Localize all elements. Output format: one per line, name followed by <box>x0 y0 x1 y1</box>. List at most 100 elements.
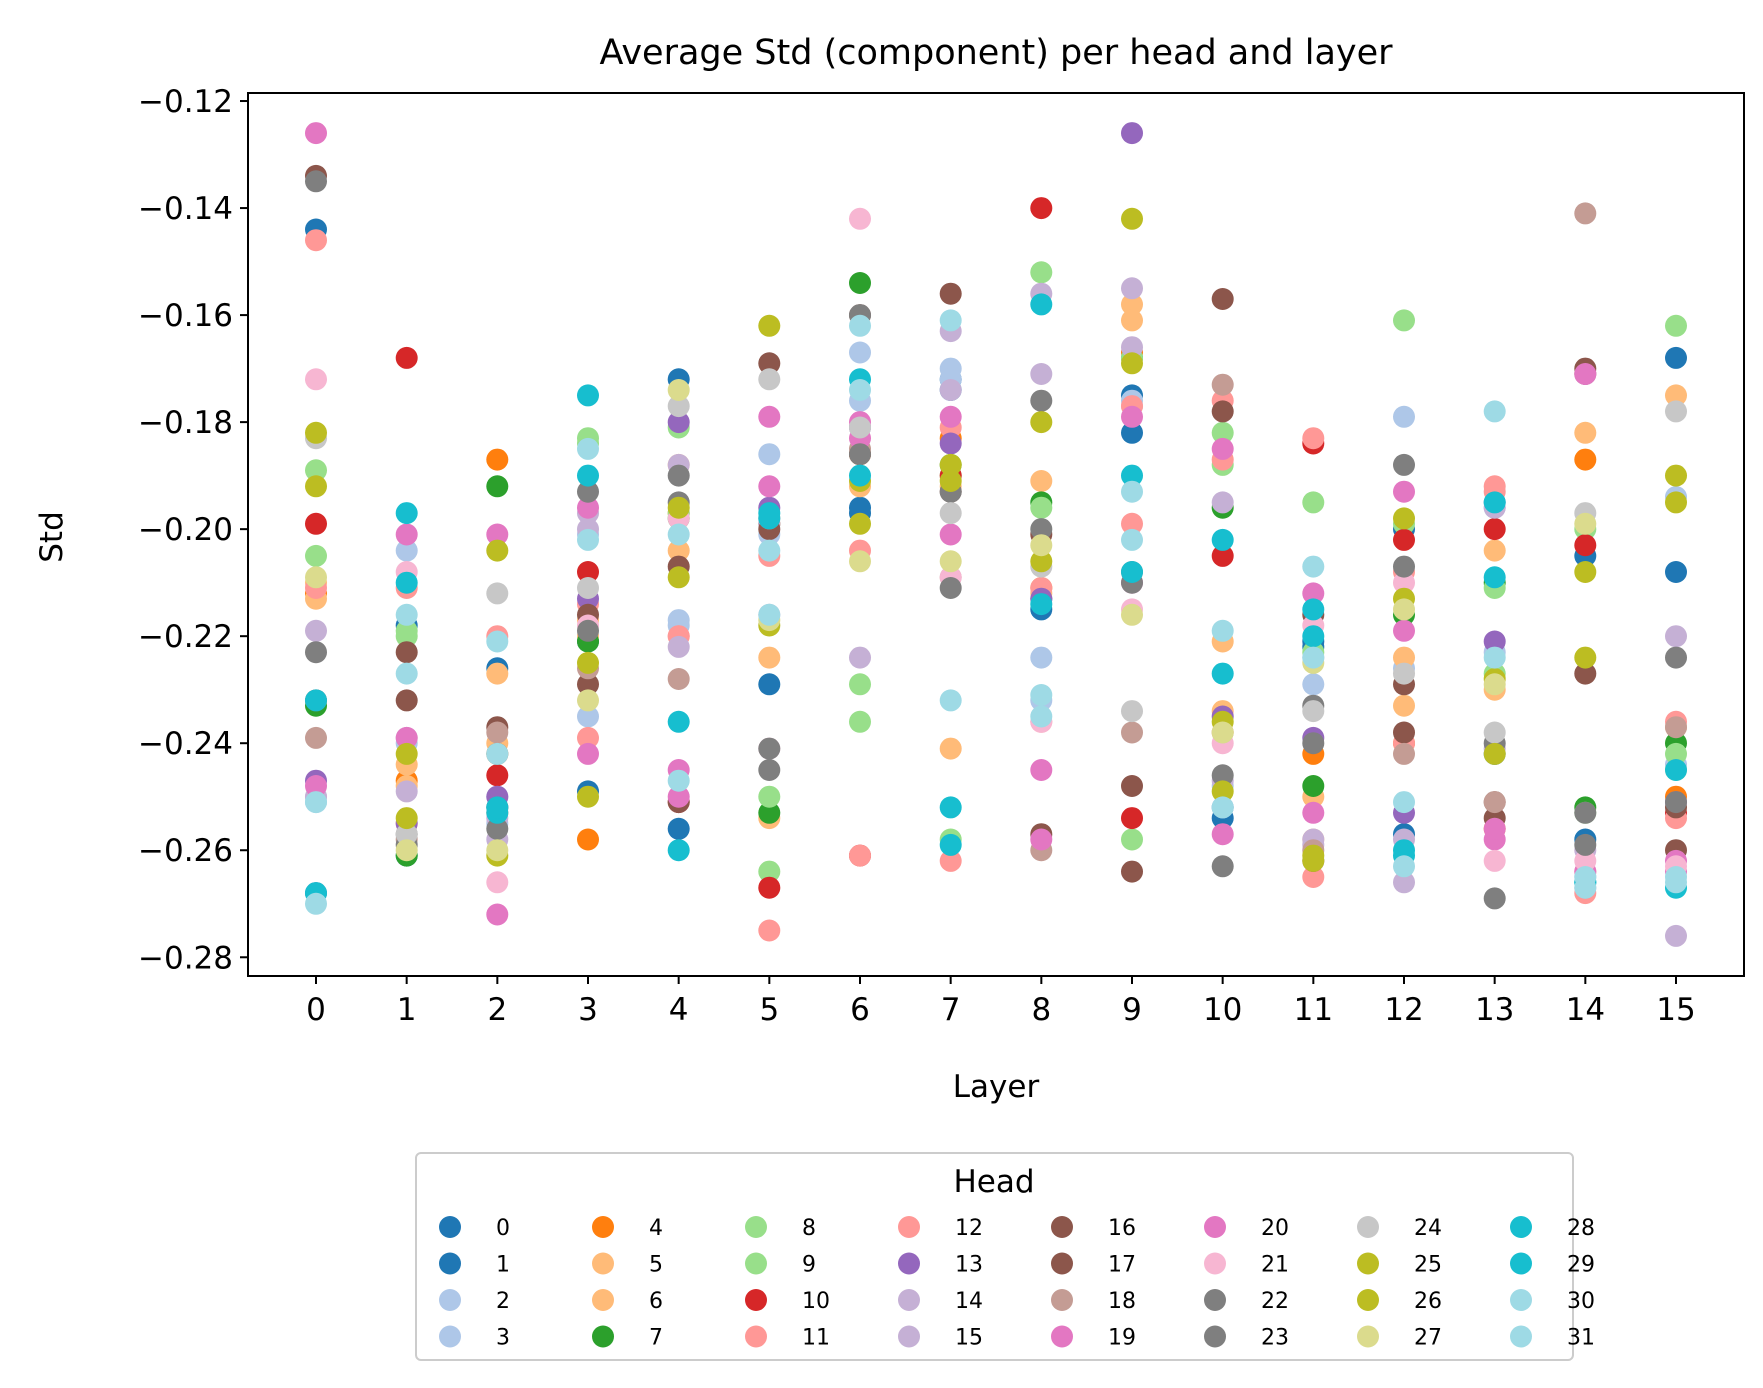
y-tick-label: −0.12 <box>138 84 233 120</box>
data-point <box>1211 662 1234 685</box>
data-point <box>939 453 962 476</box>
x-tick-label: 1 <box>397 992 417 1028</box>
data-point <box>577 651 599 674</box>
data-point <box>1483 630 1506 653</box>
data-point <box>1483 491 1506 514</box>
x-tick-label: 15 <box>1656 992 1695 1028</box>
data-point <box>577 742 599 765</box>
data-point <box>1665 716 1687 739</box>
legend-label: 0 <box>496 1216 510 1241</box>
data-point <box>1393 309 1415 332</box>
data-point <box>1211 400 1234 423</box>
data-point <box>1302 555 1325 578</box>
data-point <box>1393 571 1415 594</box>
data-point <box>305 791 327 814</box>
data-point <box>939 309 962 332</box>
y-tick-label: −0.26 <box>138 833 233 869</box>
x-tick-label: 6 <box>850 992 870 1028</box>
plot-area-frame <box>247 92 1745 977</box>
legend-marker <box>745 1289 767 1311</box>
data-point <box>1030 518 1053 541</box>
legend-marker <box>745 1252 767 1275</box>
data-point <box>1574 662 1597 685</box>
data-point <box>758 759 781 781</box>
data-point <box>486 764 509 787</box>
data-point <box>1574 561 1597 583</box>
data-point <box>486 582 509 605</box>
data-point <box>758 314 781 337</box>
legend-marker <box>1510 1252 1532 1275</box>
data-point <box>939 379 962 401</box>
data-point <box>1393 507 1415 530</box>
data-point <box>1483 791 1506 814</box>
data-point <box>395 502 418 525</box>
data-point <box>1574 421 1597 444</box>
data-point <box>1030 550 1053 573</box>
data-point <box>1393 453 1415 476</box>
legend-marker <box>592 1325 614 1348</box>
data-point <box>395 780 418 803</box>
data-points <box>305 122 1687 947</box>
data-point <box>577 828 599 851</box>
data-point <box>486 796 509 819</box>
data-point <box>395 689 418 712</box>
data-point <box>486 523 509 546</box>
x-tick-label: 3 <box>578 992 598 1028</box>
legend-marker <box>1357 1252 1379 1275</box>
data-point <box>1030 705 1053 728</box>
legend-marker <box>745 1325 767 1348</box>
legend-label: 8 <box>802 1216 816 1241</box>
data-point <box>1393 646 1415 669</box>
data-point <box>486 742 509 765</box>
data-point <box>577 785 599 808</box>
data-point <box>1665 314 1687 337</box>
data-point <box>939 577 962 599</box>
x-tick-label: 2 <box>487 992 507 1028</box>
data-point <box>1483 849 1506 872</box>
data-point <box>1574 849 1597 872</box>
data-point <box>1665 491 1687 514</box>
data-point <box>758 502 781 525</box>
data-point <box>849 673 871 696</box>
data-point <box>577 577 599 599</box>
data-point <box>1211 373 1234 396</box>
legend-label: 15 <box>955 1326 983 1351</box>
data-point <box>1393 480 1415 503</box>
data-point <box>395 571 418 594</box>
data-point <box>1574 876 1597 899</box>
legend-label: 2 <box>496 1289 510 1314</box>
data-point <box>305 775 327 797</box>
data-point <box>486 817 509 840</box>
data-point <box>1483 742 1506 765</box>
data-point <box>395 839 418 862</box>
data-point <box>305 566 327 589</box>
data-point <box>395 662 418 685</box>
data-point <box>667 411 690 434</box>
legend-marker <box>1204 1252 1226 1275</box>
data-point <box>1211 528 1234 551</box>
data-point <box>939 849 962 872</box>
data-point <box>667 464 690 487</box>
data-point <box>667 379 690 401</box>
legend-marker <box>1051 1289 1073 1311</box>
data-point <box>1574 801 1597 824</box>
data-point <box>1121 277 1143 300</box>
data-point <box>758 785 781 808</box>
y-tick-label: −0.16 <box>138 298 233 334</box>
data-point <box>395 641 418 664</box>
data-point <box>1302 646 1325 669</box>
data-point <box>667 668 690 690</box>
data-point <box>1211 780 1234 803</box>
data-point <box>1121 828 1143 851</box>
legend-marker <box>1204 1289 1226 1311</box>
data-point <box>1393 721 1415 744</box>
data-point <box>305 641 327 664</box>
data-point <box>305 892 327 915</box>
data-point <box>1393 405 1415 428</box>
y-tick-label: −0.14 <box>138 191 233 227</box>
x-axis-label: Layer <box>953 1069 1040 1105</box>
data-point <box>305 619 327 642</box>
data-point <box>1483 887 1506 910</box>
data-point <box>577 384 599 407</box>
data-point <box>758 860 781 883</box>
